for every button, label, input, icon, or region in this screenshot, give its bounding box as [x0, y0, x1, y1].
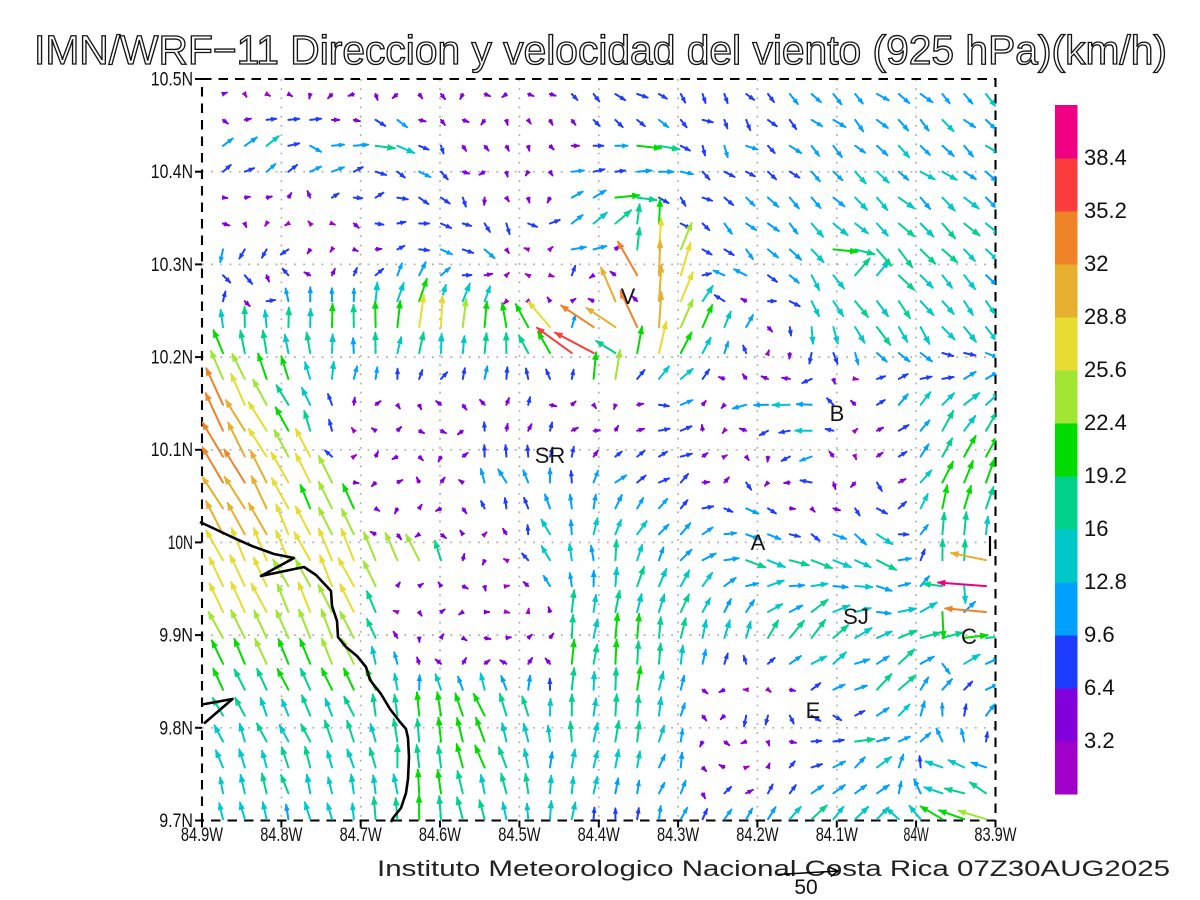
svg-text:28.8: 28.8	[1084, 304, 1127, 329]
svg-text:84.6W: 84.6W	[419, 825, 461, 846]
svg-text:6.4: 6.4	[1084, 675, 1115, 700]
svg-text:84.1W: 84.1W	[816, 825, 858, 846]
svg-text:10.3N: 10.3N	[151, 255, 193, 276]
svg-text:IMN/WRF−11 Direccion y velocid: IMN/WRF−11 Direccion y velocidad del vie…	[34, 27, 1167, 73]
svg-text:16: 16	[1084, 516, 1108, 541]
svg-text:50: 50	[794, 876, 817, 899]
svg-text:9.6: 9.6	[1084, 622, 1115, 647]
svg-text:19.2: 19.2	[1084, 463, 1127, 488]
svg-text:10N: 10N	[168, 533, 193, 554]
svg-text:84.7W: 84.7W	[340, 825, 382, 846]
svg-text:84.5W: 84.5W	[498, 825, 540, 846]
svg-text:3.2: 3.2	[1084, 728, 1115, 753]
svg-text:83.9W: 83.9W	[974, 825, 1016, 846]
svg-text:12.8: 12.8	[1084, 569, 1127, 594]
svg-text:B: B	[830, 401, 845, 426]
svg-text:10.2N: 10.2N	[151, 348, 193, 369]
svg-text:9.7N: 9.7N	[159, 811, 193, 832]
svg-text:84W: 84W	[904, 825, 929, 846]
svg-text:C: C	[961, 624, 977, 649]
svg-text:E: E	[806, 698, 821, 723]
svg-text:22.4: 22.4	[1084, 410, 1127, 435]
svg-text:V: V	[621, 284, 636, 309]
svg-text:84.9W: 84.9W	[181, 825, 223, 846]
svg-text:Instituto Meteorologico Nacion: Instituto Meteorologico Nacional Costa R…	[377, 856, 1170, 881]
svg-text:84.3W: 84.3W	[657, 825, 699, 846]
svg-text:84.8W: 84.8W	[260, 825, 302, 846]
svg-text:35.2: 35.2	[1084, 198, 1127, 223]
svg-text:25.6: 25.6	[1084, 357, 1127, 382]
svg-text:9.9N: 9.9N	[159, 626, 193, 647]
svg-text:SR: SR	[535, 443, 566, 468]
svg-text:9.8N: 9.8N	[159, 718, 193, 739]
svg-text:84.2W: 84.2W	[736, 825, 778, 846]
svg-text:32: 32	[1084, 251, 1108, 276]
svg-text:SJ: SJ	[843, 604, 869, 629]
svg-text:A: A	[751, 530, 766, 555]
svg-text:10.4N: 10.4N	[151, 162, 193, 183]
svg-text:38.4: 38.4	[1084, 145, 1127, 170]
svg-text:10.5N: 10.5N	[151, 70, 193, 91]
svg-text:10.1N: 10.1N	[151, 440, 193, 461]
svg-text:84.4W: 84.4W	[578, 825, 620, 846]
